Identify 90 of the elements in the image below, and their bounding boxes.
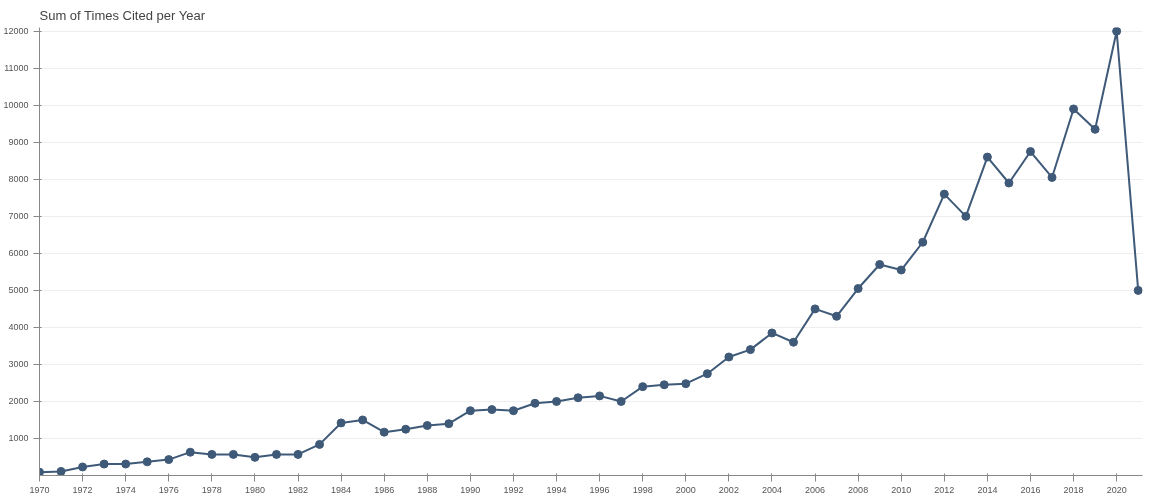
x-tick-label: 2020 bbox=[1106, 484, 1127, 495]
point bbox=[939, 189, 949, 199]
x-tick-label: 2014 bbox=[977, 484, 998, 495]
point bbox=[810, 304, 820, 314]
point bbox=[1025, 147, 1035, 157]
y-tick-label: 12000 bbox=[3, 26, 29, 37]
point bbox=[573, 393, 583, 403]
point bbox=[164, 455, 174, 465]
x-tick-label: 2012 bbox=[934, 484, 955, 495]
point bbox=[465, 406, 475, 416]
point bbox=[1069, 104, 1079, 114]
point bbox=[1047, 172, 1057, 182]
x-tick-label: 1990 bbox=[460, 484, 481, 495]
point bbox=[185, 447, 195, 457]
y-tick-label: 8000 bbox=[8, 174, 29, 185]
point bbox=[142, 457, 152, 467]
x-tick-label: 1998 bbox=[632, 484, 653, 495]
x-tick-label: 2004 bbox=[761, 484, 782, 495]
point bbox=[228, 449, 238, 459]
x-tick-label: 1982 bbox=[288, 484, 309, 495]
point bbox=[616, 396, 626, 406]
point bbox=[1133, 285, 1143, 295]
y-tick-label: 2000 bbox=[8, 396, 29, 407]
point bbox=[121, 459, 131, 469]
y-tick-label: 9000 bbox=[8, 137, 29, 148]
y-tick-label: 3000 bbox=[8, 359, 29, 370]
y-tick-label: 5000 bbox=[8, 285, 29, 296]
x-tick-label: 2002 bbox=[718, 484, 739, 495]
point bbox=[961, 211, 971, 221]
point bbox=[444, 419, 454, 429]
point bbox=[99, 459, 109, 469]
point bbox=[702, 369, 712, 379]
point bbox=[832, 311, 842, 321]
point bbox=[552, 396, 562, 406]
x-tick-label: 1996 bbox=[589, 484, 610, 495]
point bbox=[315, 439, 325, 449]
point bbox=[659, 380, 669, 390]
point bbox=[595, 391, 605, 401]
x-tick-label: 1970 bbox=[29, 484, 50, 495]
x-tick-label: 2008 bbox=[848, 484, 869, 495]
point bbox=[207, 449, 217, 459]
chart-title: Sum of Times Cited per Year bbox=[39, 7, 206, 23]
x-tick-label: 1974 bbox=[115, 484, 136, 495]
y-tick-label: 6000 bbox=[8, 248, 29, 259]
x-tick-label: 1988 bbox=[417, 484, 438, 495]
point bbox=[250, 452, 260, 462]
point bbox=[508, 406, 518, 416]
x-tick-label: 1992 bbox=[503, 484, 524, 495]
point bbox=[1004, 178, 1014, 188]
point bbox=[487, 405, 497, 415]
point bbox=[56, 466, 66, 476]
y-tick-label: 1000 bbox=[8, 433, 29, 444]
y-tick-label: 10000 bbox=[3, 100, 29, 111]
x-tick-label: 1986 bbox=[374, 484, 395, 495]
point bbox=[1112, 27, 1122, 36]
y-tick-label: 4000 bbox=[8, 322, 29, 333]
x-tick-label: 2018 bbox=[1063, 484, 1084, 495]
point bbox=[293, 449, 303, 459]
point bbox=[918, 237, 928, 247]
point bbox=[875, 259, 885, 269]
point bbox=[789, 337, 798, 347]
y-tick-label: 7000 bbox=[8, 211, 29, 222]
point bbox=[336, 418, 346, 428]
x-tick-label: 1976 bbox=[158, 484, 179, 495]
x-tick-label: 2016 bbox=[1020, 484, 1041, 495]
point bbox=[1090, 124, 1100, 134]
x-tick-label: 2000 bbox=[675, 484, 696, 495]
point bbox=[853, 284, 863, 294]
point bbox=[767, 328, 777, 338]
point bbox=[422, 421, 432, 431]
point bbox=[401, 424, 411, 434]
point bbox=[358, 415, 368, 425]
y-tick-label: 11000 bbox=[4, 63, 29, 74]
x-tick-label: 1980 bbox=[244, 484, 265, 495]
point bbox=[681, 379, 691, 389]
x-tick-label: 2010 bbox=[891, 484, 912, 495]
point bbox=[271, 449, 281, 459]
x-tick-label: 2006 bbox=[805, 484, 826, 495]
x-tick-label: 1972 bbox=[72, 484, 93, 495]
point bbox=[724, 352, 734, 362]
x-tick-label: 1984 bbox=[331, 484, 352, 495]
point bbox=[78, 462, 88, 472]
point bbox=[638, 382, 648, 392]
x-tick-label: 1994 bbox=[546, 484, 567, 495]
point bbox=[379, 427, 389, 437]
point bbox=[896, 265, 906, 275]
point bbox=[982, 152, 992, 162]
point bbox=[530, 398, 540, 408]
x-tick-label: 1978 bbox=[201, 484, 222, 495]
point bbox=[745, 345, 755, 355]
